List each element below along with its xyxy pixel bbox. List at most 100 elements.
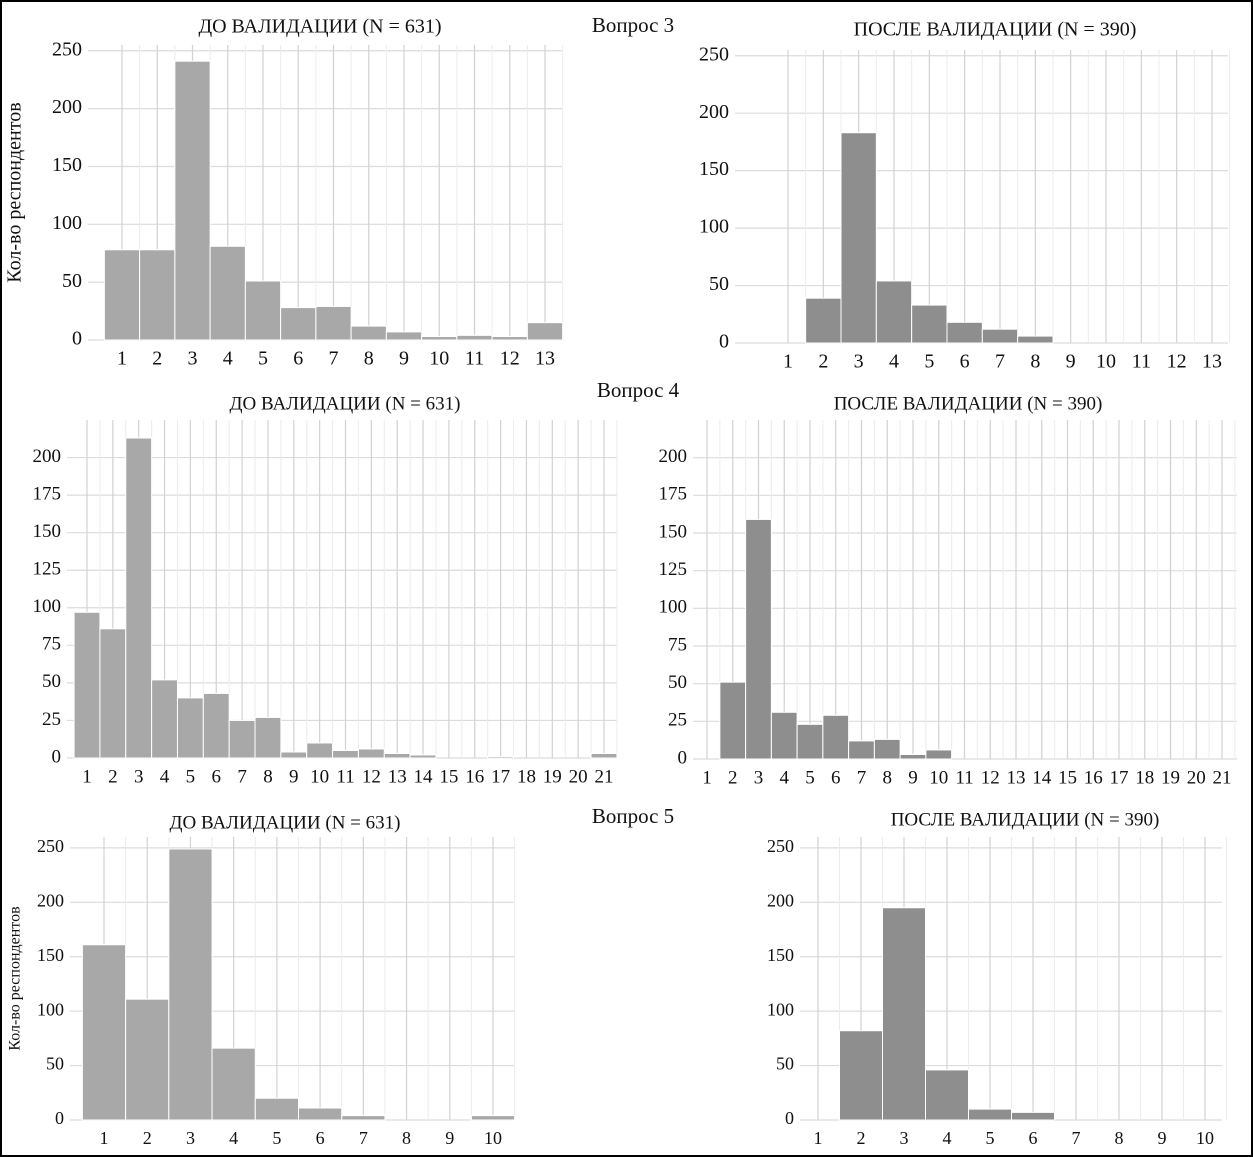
x-tick-label: 4 <box>889 351 899 373</box>
x-tick-label: 6 <box>316 1128 325 1148</box>
y-tick-label: 100 <box>659 597 688 618</box>
y-tick-label: 125 <box>33 559 62 580</box>
x-tick-label: 9 <box>289 766 299 787</box>
y-tick-label: 125 <box>659 559 688 580</box>
bar <box>875 280 913 344</box>
y-tick-label: 0 <box>678 747 688 768</box>
x-tick-label: 1 <box>117 348 127 370</box>
x-tick-label: 4 <box>229 1128 238 1148</box>
bar <box>298 1107 343 1121</box>
x-tick-label: 12 <box>362 766 381 787</box>
bar <box>73 611 101 759</box>
x-tick-label: 15 <box>1058 767 1077 788</box>
x-tick-label: 14 <box>414 766 434 787</box>
bar <box>139 249 176 341</box>
x-tick-label: 15 <box>439 766 458 787</box>
chart-title: ДО ВАЛИДАЦИИ (N = 631) <box>170 812 401 833</box>
x-tick-label: 4 <box>943 1128 952 1148</box>
x-tick-label: 6 <box>212 766 222 787</box>
x-tick-label: 18 <box>1135 767 1154 788</box>
question-label: Вопрос 5 <box>592 804 674 828</box>
y-tick-label: 0 <box>52 746 62 767</box>
x-tick-label: 3 <box>134 766 144 787</box>
y-tick-label: 25 <box>668 710 687 731</box>
y-tick-label: 50 <box>46 1054 64 1074</box>
x-tick-label: 3 <box>754 767 764 788</box>
y-tick-label: 75 <box>668 634 687 655</box>
y-tick-label: 0 <box>785 1108 794 1128</box>
bar <box>873 738 901 760</box>
x-tick-label: 10 <box>310 766 329 787</box>
bar <box>981 328 1019 344</box>
bar <box>526 322 564 341</box>
y-tick-label: 100 <box>37 999 64 1019</box>
x-tick-label: 12 <box>1167 351 1187 373</box>
bar <box>202 692 230 759</box>
bar <box>357 748 385 759</box>
y-tick-label: 200 <box>699 101 729 123</box>
bar <box>99 628 127 759</box>
x-tick-label: 7 <box>329 348 339 370</box>
y-tick-label: 175 <box>33 483 62 504</box>
bar <box>487 755 515 759</box>
x-tick-label: 10 <box>1096 351 1116 373</box>
x-tick-label: 14 <box>1032 767 1052 788</box>
bar <box>840 132 877 344</box>
y-tick-label: 250 <box>699 43 729 65</box>
bar <box>174 60 211 341</box>
y-tick-label: 150 <box>767 945 794 965</box>
y-tick-label: 150 <box>33 521 62 542</box>
x-tick-label: 9 <box>1066 351 1076 373</box>
x-tick-label: 16 <box>465 766 484 787</box>
y-tick-label: 200 <box>33 446 62 467</box>
bar <box>882 907 926 1121</box>
bar <box>125 437 153 759</box>
x-tick-label: 13 <box>535 348 555 370</box>
bar <box>81 944 127 1121</box>
bar <box>911 304 948 344</box>
bar <box>254 716 282 759</box>
y-tick-label: 100 <box>52 212 82 234</box>
y-tick-label: 25 <box>42 709 61 730</box>
x-tick-label: 9 <box>908 767 918 788</box>
x-tick-label: 13 <box>1007 767 1026 788</box>
x-tick-label: 12 <box>981 767 1000 788</box>
bar <box>125 998 170 1121</box>
y-tick-label: 150 <box>37 945 64 965</box>
bar <box>770 711 798 760</box>
x-tick-label: 6 <box>831 767 841 788</box>
y-tick-label: 50 <box>709 273 729 295</box>
bar <box>946 321 983 344</box>
y-tick-label: 150 <box>699 158 729 180</box>
y-tick-label: 100 <box>699 216 729 238</box>
x-tick-label: 6 <box>293 348 303 370</box>
x-tick-label: 21 <box>595 766 614 787</box>
x-tick-label: 1 <box>783 351 793 373</box>
x-tick-label: 2 <box>152 348 162 370</box>
x-tick-label: 8 <box>364 348 374 370</box>
x-tick-label: 7 <box>995 351 1005 373</box>
x-tick-label: 18 <box>517 766 536 787</box>
x-tick-label: 6 <box>1029 1128 1038 1148</box>
bar <box>745 518 772 760</box>
plot-area <box>735 50 1228 343</box>
x-tick-label: 3 <box>854 351 864 373</box>
x-tick-label: 9 <box>445 1128 454 1148</box>
chart-title: ПОСЛЕ ВАЛИДАЦИИ (N = 390) <box>834 393 1103 414</box>
bar <box>805 297 842 344</box>
y-tick-label: 0 <box>72 328 82 350</box>
x-tick-label: 3 <box>188 348 198 370</box>
x-tick-label: 1 <box>100 1128 109 1148</box>
y-tick-label: 150 <box>52 154 82 176</box>
x-tick-label: 2 <box>108 766 118 787</box>
x-tick-label: 3 <box>900 1128 909 1148</box>
x-tick-label: 2 <box>857 1128 866 1148</box>
bar <box>168 848 213 1121</box>
x-tick-label: 16 <box>1084 767 1103 788</box>
x-tick-label: 20 <box>569 766 588 787</box>
x-tick-label: 1 <box>82 766 92 787</box>
bar <box>848 740 875 760</box>
x-tick-label: 8 <box>263 766 273 787</box>
y-tick-label: 50 <box>42 671 61 692</box>
x-tick-label: 13 <box>388 766 407 787</box>
